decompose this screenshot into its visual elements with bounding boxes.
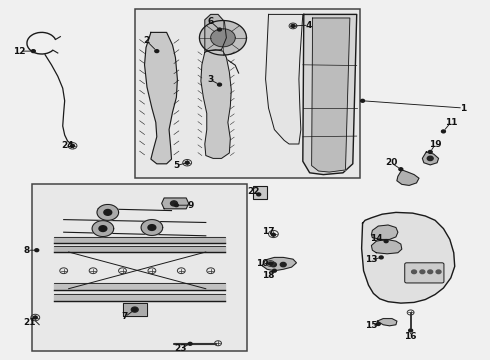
- Text: 21: 21: [23, 318, 36, 327]
- Circle shape: [218, 83, 221, 86]
- Circle shape: [420, 270, 425, 274]
- Text: 6: 6: [208, 17, 214, 26]
- Text: 15: 15: [365, 321, 378, 330]
- Circle shape: [71, 144, 74, 147]
- Text: 20: 20: [385, 158, 397, 167]
- Polygon shape: [54, 283, 225, 290]
- Text: 11: 11: [444, 118, 457, 127]
- Polygon shape: [162, 198, 189, 209]
- Polygon shape: [122, 303, 147, 316]
- Circle shape: [155, 50, 159, 53]
- Circle shape: [99, 226, 107, 231]
- Polygon shape: [201, 50, 231, 158]
- Polygon shape: [266, 14, 303, 144]
- Polygon shape: [92, 221, 114, 237]
- Circle shape: [428, 150, 432, 153]
- Polygon shape: [54, 237, 225, 243]
- Text: 5: 5: [173, 161, 179, 170]
- Circle shape: [257, 193, 261, 196]
- Polygon shape: [371, 239, 402, 254]
- Text: 14: 14: [370, 234, 383, 243]
- Polygon shape: [303, 14, 357, 175]
- Polygon shape: [54, 294, 225, 301]
- Text: 7: 7: [122, 312, 128, 321]
- Polygon shape: [262, 257, 296, 271]
- Circle shape: [376, 323, 380, 325]
- Text: 16: 16: [404, 332, 417, 341]
- FancyBboxPatch shape: [405, 263, 444, 283]
- Circle shape: [185, 161, 189, 164]
- Circle shape: [272, 269, 276, 272]
- Polygon shape: [199, 21, 246, 55]
- Circle shape: [409, 329, 413, 332]
- Text: 8: 8: [24, 246, 30, 255]
- Polygon shape: [211, 29, 235, 47]
- Polygon shape: [141, 220, 163, 235]
- Text: 9: 9: [188, 201, 195, 210]
- Circle shape: [384, 240, 388, 243]
- Circle shape: [428, 270, 433, 274]
- FancyBboxPatch shape: [253, 186, 267, 199]
- Circle shape: [218, 28, 221, 31]
- Circle shape: [148, 225, 156, 230]
- Bar: [135, 9, 360, 178]
- Bar: [32, 184, 247, 351]
- Circle shape: [291, 24, 295, 27]
- Text: 13: 13: [365, 256, 378, 264]
- Circle shape: [171, 201, 177, 206]
- Polygon shape: [145, 32, 177, 164]
- Circle shape: [270, 262, 276, 267]
- Polygon shape: [397, 170, 419, 185]
- Polygon shape: [422, 152, 439, 165]
- Circle shape: [174, 204, 178, 207]
- Text: 24: 24: [61, 141, 74, 150]
- Circle shape: [35, 249, 39, 252]
- Text: 10: 10: [256, 259, 269, 268]
- Circle shape: [33, 316, 37, 319]
- Text: 1: 1: [460, 104, 466, 112]
- Polygon shape: [377, 319, 397, 326]
- Text: 23: 23: [174, 344, 187, 353]
- Text: 12: 12: [13, 46, 26, 55]
- Circle shape: [133, 308, 137, 311]
- Text: 17: 17: [262, 227, 275, 236]
- Polygon shape: [97, 204, 119, 220]
- Text: 4: 4: [305, 21, 312, 30]
- Circle shape: [361, 99, 365, 102]
- Circle shape: [427, 156, 433, 161]
- Circle shape: [269, 262, 272, 265]
- Circle shape: [441, 130, 445, 133]
- Polygon shape: [362, 212, 455, 303]
- Circle shape: [104, 210, 112, 215]
- Circle shape: [379, 256, 383, 259]
- Text: 22: 22: [247, 187, 260, 196]
- Circle shape: [131, 307, 138, 312]
- Circle shape: [399, 168, 403, 171]
- Circle shape: [436, 270, 441, 274]
- Polygon shape: [312, 18, 350, 172]
- Polygon shape: [205, 14, 226, 51]
- Text: 19: 19: [429, 140, 441, 149]
- Circle shape: [31, 50, 35, 53]
- Text: 2: 2: [143, 36, 149, 45]
- Text: 3: 3: [208, 76, 214, 85]
- Circle shape: [271, 233, 275, 236]
- Circle shape: [280, 262, 286, 267]
- Circle shape: [188, 342, 192, 345]
- Polygon shape: [54, 246, 225, 252]
- Polygon shape: [174, 343, 216, 344]
- Text: 18: 18: [262, 271, 275, 280]
- Circle shape: [412, 270, 416, 274]
- Polygon shape: [371, 225, 398, 239]
